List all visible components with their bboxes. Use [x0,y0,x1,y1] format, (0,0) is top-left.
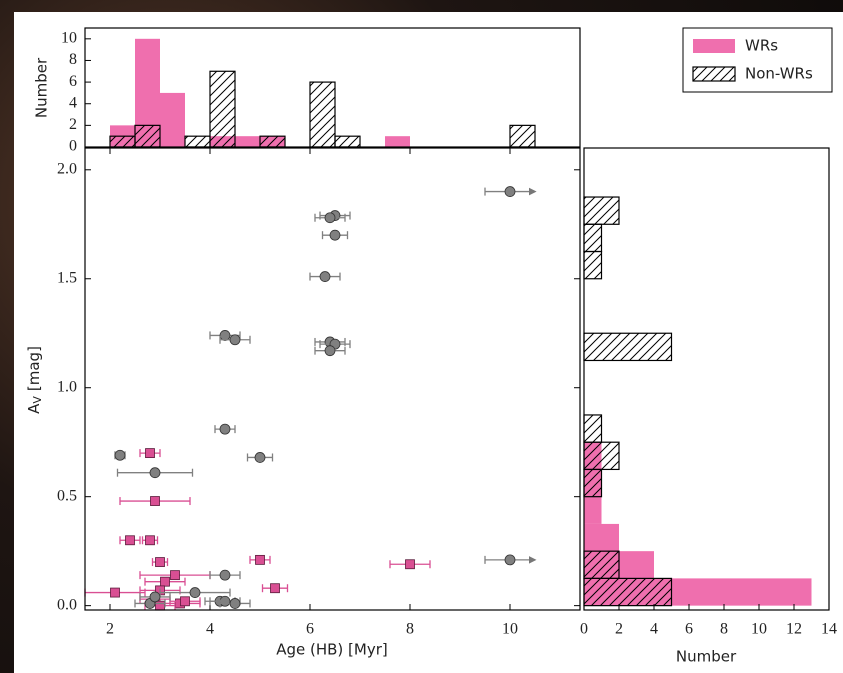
y-label-sub: V [31,396,44,404]
hist-bar [334,135,361,148]
hist-bar [583,250,603,280]
hist-bar [184,135,211,148]
hist-bar [584,496,602,524]
point [110,587,120,598]
point [324,345,336,357]
legend-swatch [692,66,736,82]
x-tick-label: 4 [650,621,658,638]
legend-label: Non-WRs [745,65,813,83]
y-tick-label: 1.5 [57,269,77,286]
point [125,535,135,546]
x-tick-label: 12 [786,621,802,638]
point [114,449,126,461]
right-hist-x-label: Number [676,648,737,666]
x-axis-label: Age (HB) [Myr] [276,641,388,659]
point [504,554,516,566]
y-tick-label: 2 [69,116,77,133]
legend-label: WRs [745,37,778,55]
hist-bar [584,523,619,552]
point [145,448,155,458]
point [149,591,161,603]
hist-bar [583,550,620,580]
y-tick-label: 6 [69,73,77,90]
hist-bar [583,441,620,471]
hist-bar [583,414,603,443]
hist-bar [134,124,161,148]
point [145,535,155,546]
x-tick-label: 10 [502,621,518,638]
x-tick-label: 4 [206,621,214,638]
point [160,576,170,587]
y-label-main: A [25,403,43,414]
hist-bar [109,135,136,148]
axes-frame [84,27,581,148]
y-tick-label: 8 [69,51,77,68]
x-tick-label: 0 [580,621,588,638]
point [255,554,265,565]
y-axis-label: AV [mag] [25,346,45,414]
point [319,271,331,282]
point [150,496,160,506]
hist-bar [583,223,603,253]
y-label-unit: [mag] [25,346,43,391]
x-tick-label: 2 [106,621,114,638]
y-tick-label: 0.0 [57,596,77,613]
point [329,229,341,241]
hist-bar [583,332,673,362]
y-tick-label: 0.5 [57,487,77,504]
point [149,467,161,479]
legend-swatch [693,39,735,53]
axes-frame [84,147,581,611]
top-hist-y-label: Number [33,57,51,118]
point [219,595,231,607]
point [219,569,231,581]
x-tick-label: 8 [720,621,728,638]
hist-bar [583,196,620,225]
point [219,330,231,341]
y-tick-label: 0 [69,138,77,155]
point [229,598,241,609]
point [229,334,241,346]
y-tick-label: 10 [61,29,77,46]
point [155,557,165,567]
hist-bar [583,577,673,607]
hist-bar [583,468,603,498]
axes-frame [583,147,830,611]
y-tick-label: 4 [69,94,77,111]
point [170,570,180,581]
point [180,596,190,607]
hist-bar [309,81,336,148]
x-tick-label: 2 [615,621,623,638]
point [189,587,201,598]
x-tick-label: 8 [406,621,414,638]
hist-bar [235,136,260,147]
x-tick-label: 6 [685,621,693,638]
x-tick-label: 6 [306,621,314,638]
point [155,600,165,611]
point [254,452,266,463]
hist-bar [509,124,536,148]
point [219,423,231,435]
x-tick-label: 10 [751,621,767,638]
point [405,559,415,570]
y-tick-label: 1.0 [57,378,77,395]
hist-bar [209,70,236,148]
point [270,583,280,594]
hist-bar [160,92,185,147]
hist-bar [385,136,410,147]
y-tick-label: 2.0 [57,160,77,177]
point [504,186,516,197]
x-tick-label: 14 [821,621,837,638]
point [324,212,336,224]
hist-bar [259,135,286,148]
